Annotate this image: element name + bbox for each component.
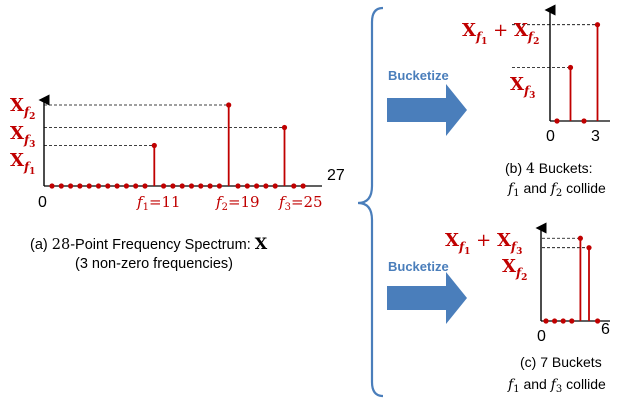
main-dot-23 xyxy=(263,183,269,189)
bucket7-top-label: Xf1 + Xf3 xyxy=(445,230,522,257)
bucket7-dots xyxy=(543,318,601,324)
bucket7-dot-2 xyxy=(560,318,566,324)
main-dot-22 xyxy=(254,183,260,189)
main-dot-21 xyxy=(244,183,250,189)
main-freq-label-1: f1=11 xyxy=(136,193,181,213)
bucket7-x-end-label: 6 xyxy=(601,321,610,338)
bucket4-dot-2 xyxy=(581,118,587,124)
bucket7-x-start-label: 0 xyxy=(537,328,546,345)
bucketize-arrow-bottom-label: Bucketize xyxy=(388,259,449,274)
main-dot-15 xyxy=(188,183,195,189)
bucketize-arrow-top: Bucketize xyxy=(387,68,467,136)
main-dot-18 xyxy=(216,183,222,189)
main-dot-9 xyxy=(133,183,139,189)
main-dot-10 xyxy=(142,183,148,189)
main-y-label-f3: Xf3 xyxy=(10,123,35,150)
bucket7-stems xyxy=(577,235,592,321)
bucket7-caption-line2: f1 and f3 collide xyxy=(507,376,606,395)
main-stems xyxy=(151,102,288,186)
bucketize-arrow-top-label: Bucketize xyxy=(388,68,449,83)
main-dot-26 xyxy=(291,183,297,189)
bucket4-guide-lines xyxy=(512,24,598,68)
main-dot-16 xyxy=(198,183,204,189)
bucketize-arrow-top-shape xyxy=(387,84,467,136)
main-dot-17 xyxy=(207,183,213,189)
main-freq-label-2: f2=19 xyxy=(215,193,260,213)
bucket4-dots xyxy=(554,118,587,124)
main-dot-2 xyxy=(68,183,74,189)
main-caption-line2: (3 non-zero frequencies) xyxy=(75,256,233,272)
bucket4-spectrum: Xf1 + Xf2 Xf3 0 3 (b) 4 Buckets: f1 and … xyxy=(462,4,610,199)
bucket7-dot-3 xyxy=(569,318,575,324)
main-freq-label-3: f3=25 xyxy=(278,193,323,213)
main-dot-1 xyxy=(58,183,64,189)
bucket4-caption-line1: (b) 4 Buckets: xyxy=(505,160,593,177)
main-spectrum: Xf2 Xf3 Xf1 0 27 f1=11 f2=19 f3=25 (a) 2… xyxy=(10,94,345,272)
bucket7-stem-tip-5 xyxy=(586,245,592,251)
bucket4-x-start-label: 0 xyxy=(546,128,555,145)
main-dot-12 xyxy=(161,183,167,189)
bucket7-dot-6 xyxy=(595,318,601,324)
main-dot-6 xyxy=(105,183,111,189)
bucket7-dot-0 xyxy=(543,318,549,324)
bucket4-x-end-label: 3 xyxy=(591,128,600,145)
main-dot-24 xyxy=(272,183,278,189)
bucket4-caption-line2: f1 and f2 collide xyxy=(507,180,606,199)
bucket7-stem-tip-4 xyxy=(577,235,584,241)
main-dot-4 xyxy=(86,183,92,189)
main-dot-5 xyxy=(95,183,102,189)
bucket4-stems xyxy=(567,22,601,121)
bucketize-arrow-bottom: Bucketize xyxy=(387,259,467,324)
main-dot-0 xyxy=(49,183,55,189)
main-dot-13 xyxy=(170,183,176,189)
main-dot-7 xyxy=(114,183,120,189)
bucket7-guide-lines xyxy=(542,237,589,249)
main-caption-line1: (a) 28-Point Frequency Spectrum: X xyxy=(30,234,268,253)
bucket4-low-label: Xf3 xyxy=(510,74,535,101)
main-x-end-label: 27 xyxy=(327,167,345,184)
bucketize-arrow-bottom-shape xyxy=(387,272,467,324)
main-y-label-f2: Xf2 xyxy=(10,95,35,122)
main-dots xyxy=(49,183,306,189)
main-stem-tip-25 xyxy=(281,124,288,131)
main-dot-8 xyxy=(123,183,129,189)
main-guide-lines xyxy=(44,104,285,146)
main-x-start-label: 0 xyxy=(38,194,47,211)
main-dot-27 xyxy=(300,183,306,189)
bucket7-dot-1 xyxy=(552,318,558,324)
bucket7-low-label: Xf2 xyxy=(502,256,527,283)
main-stem-tip-19 xyxy=(226,102,232,108)
bucket4-stem-tip-1 xyxy=(567,64,574,71)
main-stem-tip-11 xyxy=(151,142,157,149)
main-dot-20 xyxy=(235,183,241,189)
bucket4-top-label: Xf1 + Xf2 xyxy=(462,20,539,47)
bucket4-dot-0 xyxy=(554,118,560,124)
main-dot-3 xyxy=(77,183,83,189)
bucket7-caption-line1: (c) 7 Buckets xyxy=(520,354,602,370)
main-y-label-f1: Xf1 xyxy=(10,150,35,177)
main-dot-14 xyxy=(179,183,185,189)
bucket4-stem-tip-3 xyxy=(594,22,601,28)
bucket7-spectrum: Xf1 + Xf3 Xf2 0 6 (c) 7 Buckets f1 and f… xyxy=(445,222,610,395)
curly-brace xyxy=(357,6,384,398)
